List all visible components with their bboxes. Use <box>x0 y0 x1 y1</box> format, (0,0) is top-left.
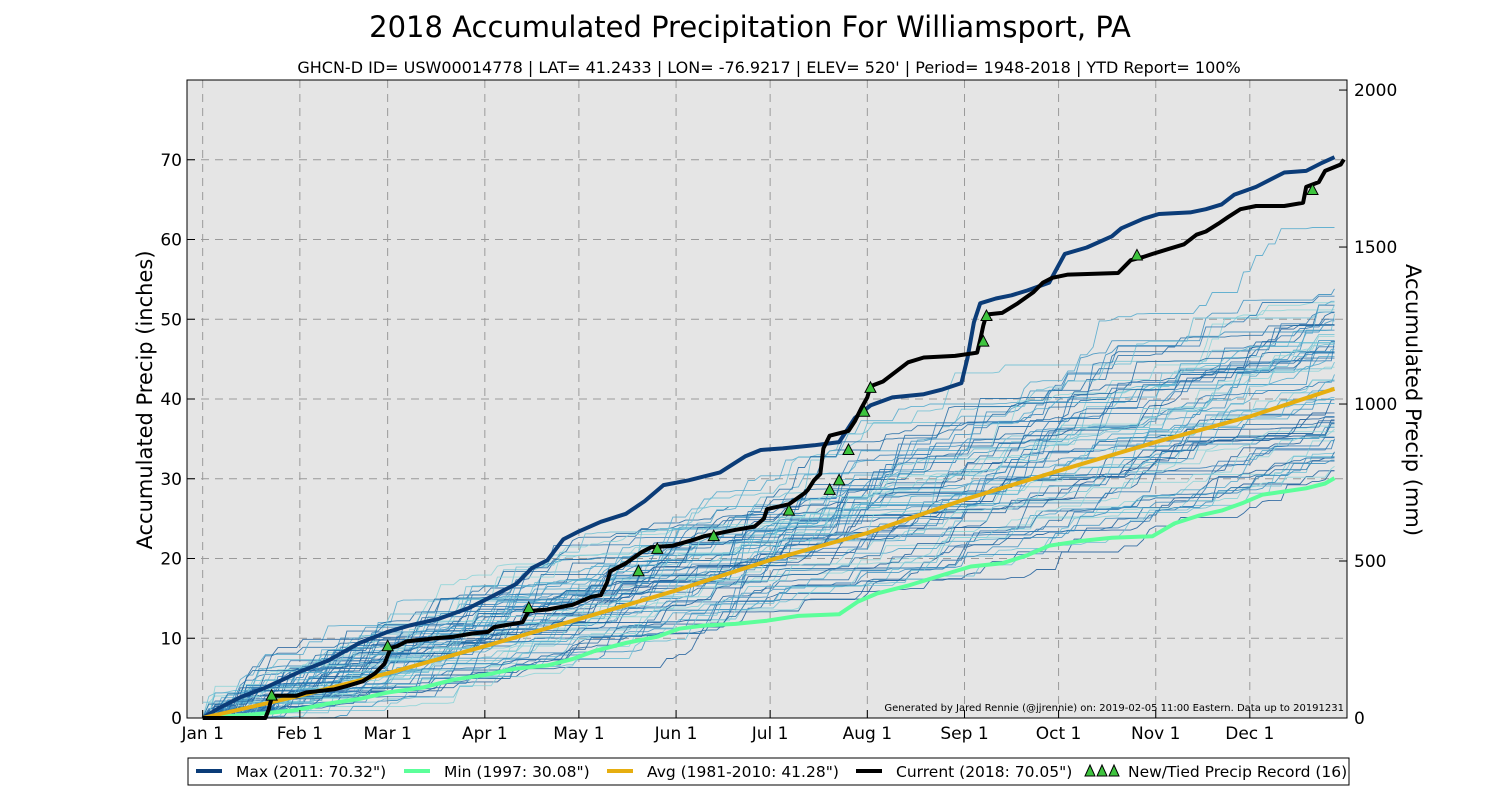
historical-year-line <box>202 352 1335 719</box>
historical-year-line <box>202 304 1335 719</box>
record-marker <box>381 639 394 652</box>
x-tick-label: Aug 1 <box>843 724 892 744</box>
record-marker <box>782 503 796 516</box>
y-tick-label-right: 0 <box>1354 709 1365 729</box>
chart-title: 2018 Accumulated Precipitation For Willi… <box>369 10 1131 44</box>
y-tick-label-left: 0 <box>171 709 182 729</box>
y-tick-label-left: 10 <box>160 629 182 649</box>
historical-year-line <box>202 309 1335 719</box>
series-line <box>202 476 1336 720</box>
historical-year-line <box>202 422 1335 719</box>
y-tick-label-right: 1500 <box>1354 238 1397 258</box>
x-tick-label: Apr 1 <box>462 724 508 744</box>
series-line <box>202 158 1346 720</box>
y-tick-label-right: 1000 <box>1354 395 1397 415</box>
x-tick-label: Nov 1 <box>1131 724 1180 744</box>
historical-year-line <box>202 312 1335 719</box>
legend-label: Min (1997: 30.08") <box>444 763 590 781</box>
record-marker <box>522 600 536 613</box>
record-marker <box>1130 248 1144 261</box>
y-tick-label-left: 60 <box>160 231 182 251</box>
legend-label: Current (2018: 70.05") <box>896 763 1072 781</box>
x-tick-label: Jan 1 <box>180 724 223 744</box>
x-tick-label: Oct 1 <box>1036 724 1082 744</box>
axes: 0 10 20 30 40 50 60 70 0 500 1000 1500 2000 Jan 1 Feb … <box>160 81 1397 744</box>
record-marker <box>864 380 877 393</box>
record-marker <box>857 404 871 417</box>
historical-year-line <box>202 436 1335 718</box>
record-marker <box>976 334 990 347</box>
historical-year-line <box>202 387 1335 719</box>
x-tick-label: Sep 1 <box>940 724 988 744</box>
record-marker <box>980 308 993 322</box>
historical-year-line <box>202 357 1335 719</box>
y-axis-label-right: Accumulated Precip (mm) <box>1401 264 1425 536</box>
x-tick-label: May 1 <box>553 724 604 744</box>
historical-year-line <box>202 423 1335 719</box>
legend-box <box>187 757 1350 786</box>
historical-year-line <box>202 455 1335 719</box>
historical-year-line <box>202 389 1335 719</box>
y-tick-label-left: 30 <box>160 470 182 490</box>
credit-note: Generated by Jared Rennie (@jjrennie) on… <box>884 703 1344 714</box>
y-axis-label-left: Accumulated Precip (inches) <box>133 250 157 549</box>
x-tick-label: Mar 1 <box>364 724 412 744</box>
y-tick-label-left: 20 <box>160 550 182 570</box>
historical-year-line <box>202 351 1335 719</box>
legend-marker-triangle <box>1096 763 1108 777</box>
legend-marker-triangle <box>1084 763 1096 777</box>
x-tick-label: Jun 1 <box>654 724 698 744</box>
record-markers <box>265 182 1319 701</box>
record-marker <box>823 482 837 495</box>
x-tick-label: Dec 1 <box>1225 724 1274 744</box>
y-tick-label-right: 2000 <box>1354 81 1397 101</box>
historical-year-line <box>202 348 1335 719</box>
y-tick-label-left: 70 <box>160 151 182 171</box>
legend-label: Avg (1981-2010: 41.28") <box>647 763 839 781</box>
historical-year-line <box>202 438 1335 719</box>
x-tick-label: Jul 1 <box>751 724 789 744</box>
historical-year-line <box>202 431 1335 719</box>
historical-year-line <box>202 325 1335 718</box>
historical-year-line <box>202 346 1335 719</box>
legend-label: New/Tied Precip Record (16) <box>1128 763 1347 781</box>
y-tick-label-right: 500 <box>1354 552 1386 572</box>
record-marker <box>1306 182 1319 196</box>
historical-year-line <box>202 366 1335 719</box>
historical-year-line <box>202 340 1335 719</box>
legend-label: Max (2011: 70.32") <box>236 763 386 781</box>
historical-year-line <box>202 341 1335 719</box>
legend: Max (2011: 70.32") Min (1997: 30.08") Avg … <box>196 763 1347 781</box>
record-marker <box>842 442 855 456</box>
record-marker <box>832 473 846 486</box>
legend-marker-triangle <box>1108 763 1120 777</box>
y-tick-label-left: 50 <box>160 310 182 330</box>
historical-year-line <box>202 379 1335 719</box>
historical-year-line <box>202 318 1335 719</box>
historical-year-line <box>202 459 1335 719</box>
historical-year-line <box>202 465 1335 719</box>
y-tick-label-left: 40 <box>160 390 182 410</box>
chart-subtitle: GHCN-D ID= USW00014778 | LAT= 41.2433 | … <box>297 58 1240 77</box>
historical-year-line <box>202 453 1335 719</box>
historical-year-line <box>202 425 1335 719</box>
record-marker <box>650 541 664 554</box>
historical-year-line <box>202 300 1335 719</box>
series-lines <box>201 155 1346 720</box>
series-line <box>202 386 1336 720</box>
x-tick-label: Feb 1 <box>277 724 323 744</box>
record-marker <box>707 529 721 542</box>
record-marker <box>265 688 278 701</box>
record-marker <box>632 564 645 577</box>
historical-year-line <box>202 456 1335 719</box>
